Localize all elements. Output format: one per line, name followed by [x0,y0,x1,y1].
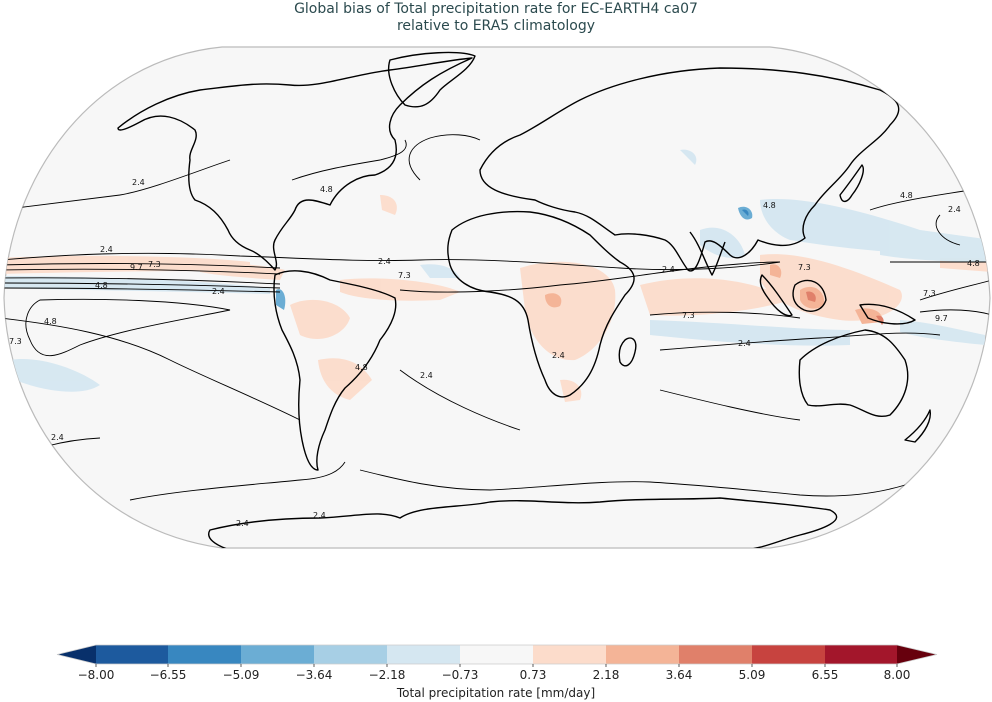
colorbar-tick-label: −2.18 [368,668,406,682]
contour-labels: 2.4 9.7 7.3 4.8 2.4 4.8 7.3 2.4 4.8 2.4 … [9,178,980,528]
svg-text:2.4: 2.4 [738,339,751,348]
svg-text:4.8: 4.8 [763,201,776,210]
colorbar-tick-label: −0.73 [441,668,479,682]
colorbar-under-extension [57,645,96,664]
svg-text:4.8: 4.8 [900,191,913,200]
svg-text:9.7: 9.7 [935,314,948,323]
colorbar-tick-label: 8.00 [883,668,911,682]
svg-text:7.3: 7.3 [9,337,22,346]
svg-text:7.3: 7.3 [798,263,811,272]
svg-text:7.3: 7.3 [682,311,695,320]
colorbar-tick-label: −6.55 [149,668,187,682]
svg-text:4.8: 4.8 [95,281,108,290]
colorbar-tick-label: 0.73 [519,668,547,682]
colorbar-tick-label: 3.64 [665,668,693,682]
colorbar-tick-label: −8.00 [77,668,115,682]
colorbar-tick-label: −5.09 [222,668,260,682]
svg-text:2.4: 2.4 [132,178,145,187]
svg-text:2.4: 2.4 [51,433,64,442]
svg-text:2.4: 2.4 [420,371,433,380]
colorbar-tick-label: −3.64 [295,668,333,682]
colorbar-ticks [95,664,898,667]
svg-text:2.4: 2.4 [378,257,391,266]
svg-text:2.4: 2.4 [662,265,675,274]
svg-text:7.3: 7.3 [398,271,411,280]
svg-text:2.4: 2.4 [948,205,961,214]
colorbar-tick-label: 6.55 [811,668,839,682]
world-map-robinson: 2.4 9.7 7.3 4.8 2.4 4.8 7.3 2.4 4.8 2.4 … [3,46,991,549]
svg-text:2.4: 2.4 [552,351,565,360]
coastlines [117,51,932,548]
svg-text:2.4: 2.4 [212,287,225,296]
chart-title-line1: Global bias of Total precipitation rate … [294,1,698,17]
colorbar [56,644,938,667]
map-background [3,46,991,549]
chart-title-line2: relative to ERA5 climatology [396,18,596,34]
svg-text:4.8: 4.8 [355,363,368,372]
svg-text:2.4: 2.4 [313,511,326,520]
climatology-contours [4,134,990,501]
svg-text:7.3: 7.3 [148,260,161,269]
bias-strong-negative-patches [276,206,753,310]
bias-strong-positive-patches [545,264,883,324]
colorbar-tick-label: 2.18 [592,668,620,682]
svg-text:7.3: 7.3 [923,289,936,298]
colorbar-over-extension [897,645,937,664]
svg-text:2.4: 2.4 [100,245,113,254]
svg-text:2.4: 2.4 [236,519,249,528]
svg-text:4.8: 4.8 [44,317,57,326]
colorbar-segments [96,645,897,664]
svg-text:9.7: 9.7 [130,263,143,272]
svg-text:4.8: 4.8 [967,259,980,268]
colorbar-axis-label: Total precipitation rate [mm/day] [396,686,596,700]
colorbar-tick-label: 5.09 [738,668,766,682]
svg-text:4.8: 4.8 [320,185,333,194]
bias-very-strong-negative-patches [742,209,749,216]
